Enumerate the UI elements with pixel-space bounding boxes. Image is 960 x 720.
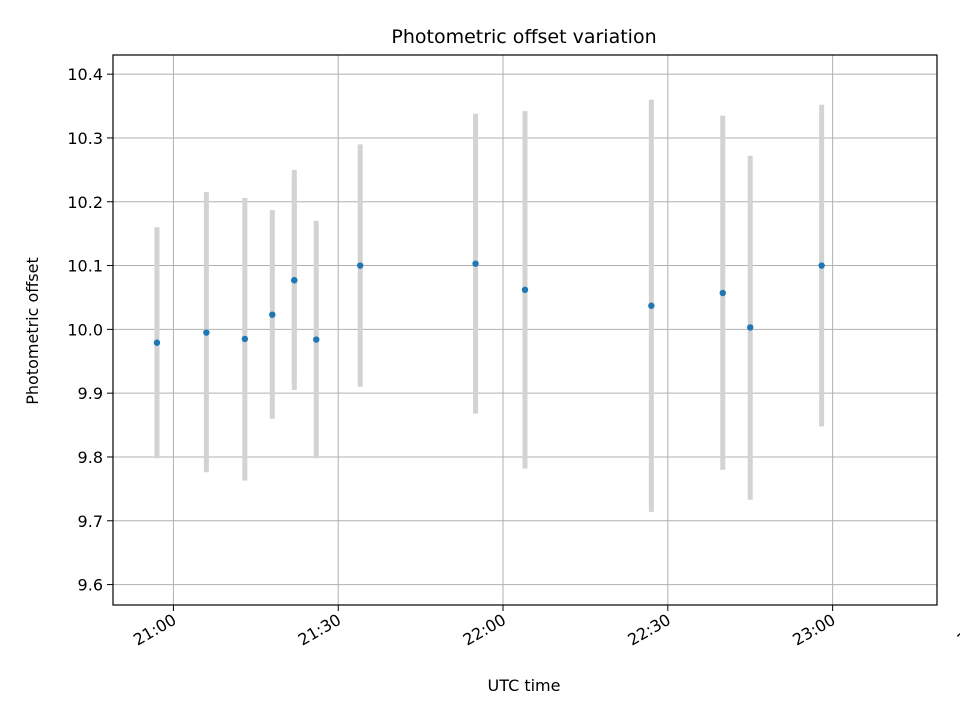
y-tick-label: 9.7 [78,512,103,531]
x-tick-label: 22:30 [624,610,673,650]
y-tick-label: 10.1 [67,257,103,276]
y-tick-label: 10.3 [67,129,103,148]
data-point [818,262,825,269]
error-bars [154,99,825,512]
y-tick-label: 10.2 [67,193,103,212]
data-point [521,286,529,294]
chart-title: Photometric offset variation [391,26,656,48]
y-axis: 9.6 9.7 9.8 9.9 10.0 10.1 10.2 10.3 10.4 [67,65,113,595]
data-point [241,335,249,343]
data-points [153,260,825,346]
data-point [719,289,726,297]
x-tick-label: 23:30 [954,610,960,650]
y-tick-label: 9.9 [78,384,103,403]
x-tick-label: 22:00 [460,610,509,650]
data-point [648,302,655,309]
data-point [269,311,276,318]
y-tick-label: 10.0 [67,320,103,339]
y-tick-label: 10.4 [67,65,103,84]
x-tick-label: 21:00 [130,610,179,650]
data-point [357,262,364,269]
x-tick-label: 21:30 [295,610,344,650]
data-point [313,336,320,343]
x-tick-label: 23:00 [789,610,838,650]
data-point [153,339,161,346]
data-point [472,260,479,267]
x-axis: 21:0021:3022:0022:3023:0023:3000:0000:30… [130,605,960,650]
y-tick-label: 9.8 [78,448,103,467]
data-point [203,329,210,336]
x-axis-label: UTC time [488,676,561,695]
plot-frame [112,54,938,606]
grid [113,55,937,605]
y-tick-label: 9.6 [78,576,103,595]
data-point [747,324,754,331]
y-axis-label: Photometric offset [23,257,42,405]
data-point [291,277,298,284]
